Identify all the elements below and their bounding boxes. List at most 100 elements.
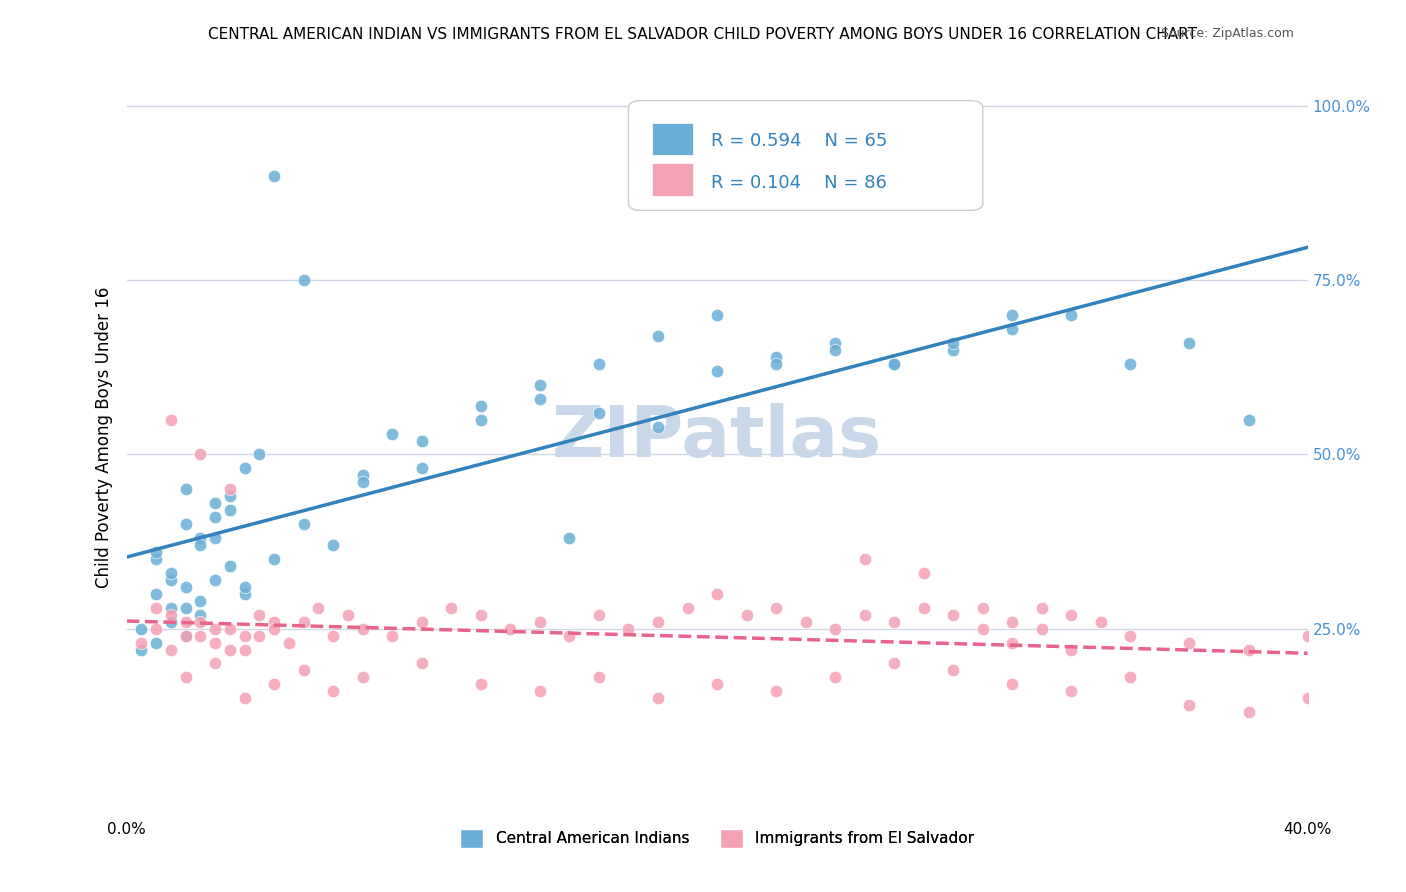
Point bbox=[249, 448, 271, 462]
Point bbox=[188, 538, 212, 552]
Point bbox=[145, 600, 167, 615]
Point bbox=[219, 642, 242, 657]
Point bbox=[1060, 308, 1083, 322]
Point bbox=[1178, 635, 1201, 649]
Point bbox=[706, 364, 728, 378]
Point bbox=[174, 517, 197, 532]
Point bbox=[1178, 336, 1201, 351]
Point bbox=[337, 607, 360, 622]
Point bbox=[322, 538, 344, 552]
Point bbox=[219, 483, 242, 497]
Point bbox=[470, 677, 492, 691]
Point bbox=[853, 607, 876, 622]
Point bbox=[160, 615, 183, 629]
Point bbox=[912, 566, 935, 580]
Point bbox=[219, 558, 242, 573]
Point bbox=[1237, 705, 1260, 719]
Point bbox=[1001, 677, 1024, 691]
Point bbox=[308, 600, 330, 615]
Point bbox=[292, 517, 315, 532]
Text: CENTRAL AMERICAN INDIAN VS IMMIGRANTS FROM EL SALVADOR CHILD POVERTY AMONG BOYS : CENTRAL AMERICAN INDIAN VS IMMIGRANTS FR… bbox=[208, 27, 1198, 42]
Point bbox=[188, 448, 212, 462]
Point bbox=[1296, 629, 1319, 643]
Point bbox=[1119, 629, 1142, 643]
Point bbox=[292, 615, 315, 629]
Point bbox=[219, 489, 242, 503]
Point bbox=[972, 622, 994, 636]
Point bbox=[188, 629, 212, 643]
Point bbox=[219, 622, 242, 636]
Point bbox=[145, 587, 167, 601]
FancyBboxPatch shape bbox=[652, 163, 693, 195]
Point bbox=[160, 600, 183, 615]
Point bbox=[470, 607, 492, 622]
Point bbox=[292, 273, 315, 287]
Point bbox=[883, 357, 905, 371]
Point bbox=[824, 670, 846, 684]
Point bbox=[188, 594, 212, 608]
Point bbox=[160, 642, 183, 657]
Point bbox=[588, 357, 610, 371]
Point bbox=[145, 545, 167, 559]
Point bbox=[706, 308, 728, 322]
Point bbox=[204, 496, 226, 510]
Point bbox=[883, 657, 905, 671]
Point bbox=[676, 600, 699, 615]
Point bbox=[765, 357, 787, 371]
Point bbox=[292, 664, 315, 678]
Point bbox=[912, 600, 935, 615]
Point bbox=[883, 357, 905, 371]
Point bbox=[174, 629, 197, 643]
Point bbox=[411, 434, 433, 448]
Point bbox=[706, 677, 728, 691]
Point bbox=[794, 615, 817, 629]
Point bbox=[129, 635, 153, 649]
Point bbox=[942, 343, 965, 357]
Point bbox=[322, 684, 344, 698]
Point bbox=[160, 607, 183, 622]
Point bbox=[352, 468, 374, 483]
Point bbox=[588, 607, 610, 622]
FancyBboxPatch shape bbox=[628, 101, 983, 211]
Point bbox=[249, 607, 271, 622]
Point bbox=[558, 531, 581, 545]
Point bbox=[588, 670, 610, 684]
Point bbox=[352, 622, 374, 636]
Point bbox=[174, 600, 197, 615]
Point bbox=[529, 377, 551, 392]
Text: ZIPatlas: ZIPatlas bbox=[553, 402, 882, 472]
Text: 0.0%: 0.0% bbox=[107, 822, 146, 837]
Point bbox=[204, 510, 226, 524]
Point bbox=[129, 622, 153, 636]
Point bbox=[160, 566, 183, 580]
Point bbox=[1119, 670, 1142, 684]
Point bbox=[204, 573, 226, 587]
Point bbox=[174, 629, 197, 643]
Legend: Central American Indians, Immigrants from El Salvador: Central American Indians, Immigrants fro… bbox=[454, 822, 980, 854]
Point bbox=[263, 622, 285, 636]
Point bbox=[529, 392, 551, 406]
Point bbox=[188, 615, 212, 629]
Point bbox=[411, 657, 433, 671]
Point bbox=[249, 629, 271, 643]
Point bbox=[942, 336, 965, 351]
Point bbox=[411, 615, 433, 629]
Point bbox=[233, 691, 256, 706]
Point bbox=[1001, 308, 1024, 322]
Point bbox=[470, 399, 492, 413]
Point bbox=[1178, 698, 1201, 713]
Point bbox=[588, 406, 610, 420]
Point bbox=[174, 483, 197, 497]
Point bbox=[647, 419, 669, 434]
Point bbox=[499, 622, 522, 636]
Point bbox=[188, 531, 212, 545]
Point bbox=[1031, 622, 1053, 636]
Point bbox=[411, 461, 433, 475]
Point bbox=[529, 684, 551, 698]
Point bbox=[263, 615, 285, 629]
Point bbox=[219, 503, 242, 517]
Point bbox=[381, 629, 404, 643]
Point bbox=[233, 642, 256, 657]
Point bbox=[529, 615, 551, 629]
Point bbox=[1296, 691, 1319, 706]
